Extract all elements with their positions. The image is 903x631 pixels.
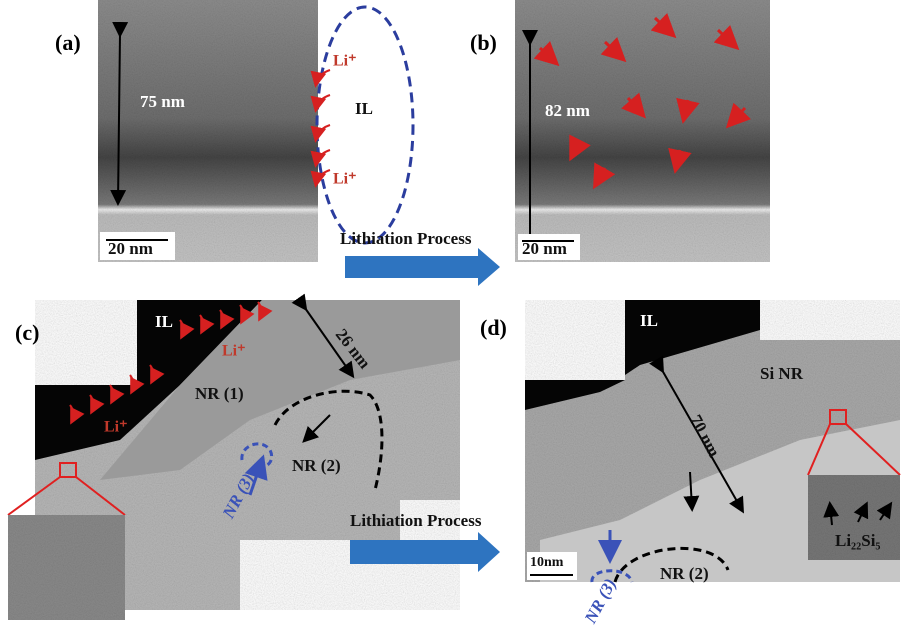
annotation: 82 nm bbox=[545, 101, 590, 120]
annotation: IL bbox=[155, 312, 173, 331]
panel-label: (b) bbox=[470, 30, 497, 55]
tem-image bbox=[98, 0, 318, 262]
annotation: Li⁺ bbox=[104, 419, 128, 436]
scale-label: 20 nm bbox=[522, 239, 567, 258]
annotation: NR (2) bbox=[660, 564, 709, 583]
figure: (a) 75 nm 20 nm Li⁺ IL Li⁺ (b) 82 nm 20 … bbox=[0, 0, 903, 631]
panel-c: (c) IL 26 nm Li⁺ Li⁺ NR (1) NR (2) NR (3… bbox=[8, 300, 460, 620]
annotation: IL bbox=[355, 99, 373, 118]
tem-image bbox=[515, 0, 770, 262]
annotation: Si NR bbox=[760, 364, 804, 383]
scale-label: 10nm bbox=[530, 555, 564, 570]
panel-label: (d) bbox=[480, 315, 507, 340]
panel-b: (b) 82 nm 20 nm bbox=[470, 0, 770, 262]
annotation: Li⁺ bbox=[333, 171, 357, 188]
process-label: Lithiation Process bbox=[350, 511, 482, 530]
process-arrow bbox=[345, 248, 500, 286]
annotation: IL bbox=[640, 311, 658, 330]
process-label: Lithiation Process bbox=[340, 229, 472, 248]
annotation: NR (1) bbox=[195, 384, 244, 403]
il-ellipse bbox=[317, 7, 413, 243]
annotation: 75 nm bbox=[140, 92, 185, 111]
panel-d: (d) IL Si NR 70 nm Li₂₂Si₅ NR (2) NR (3)… bbox=[480, 300, 900, 627]
panel-label: (a) bbox=[55, 30, 81, 55]
annotation: NR (2) bbox=[292, 456, 341, 475]
panel-label: (c) bbox=[15, 320, 39, 345]
inset bbox=[8, 515, 125, 620]
annotation: Li⁺ bbox=[333, 53, 357, 70]
annotation: NR (3) bbox=[580, 575, 620, 627]
panel-a: (a) 75 nm 20 nm Li⁺ IL Li⁺ bbox=[55, 0, 413, 262]
scale-label: 20 nm bbox=[108, 239, 153, 258]
annotation: Li⁺ bbox=[222, 343, 246, 360]
annotation: Li₂₂Si₅ bbox=[835, 531, 881, 550]
